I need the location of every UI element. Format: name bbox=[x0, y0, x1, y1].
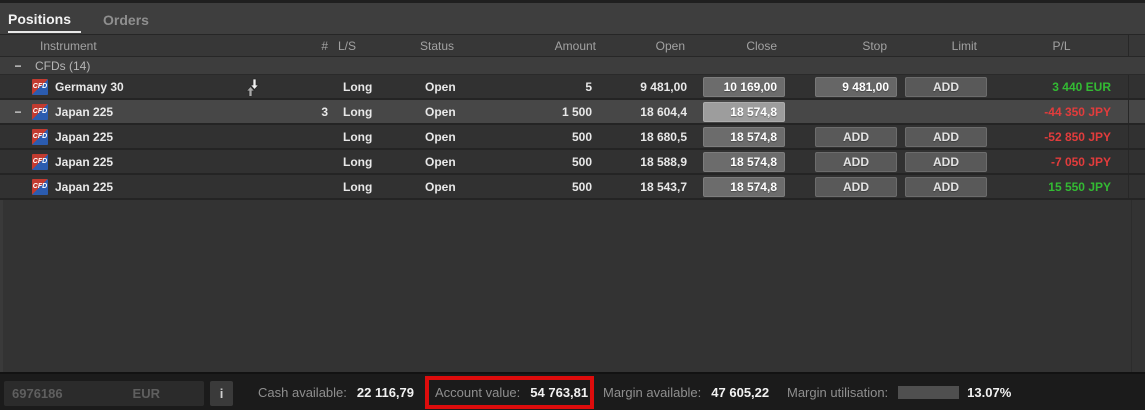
long-short: Long bbox=[343, 154, 373, 169]
table-row[interactable]: − CFD Japan 225 3 Long Open 1 500 18 604… bbox=[0, 100, 1145, 125]
row-gutter bbox=[1128, 75, 1145, 98]
long-short: Long bbox=[343, 79, 373, 94]
instrument-name: Japan 225 bbox=[55, 129, 114, 144]
long-short: Long bbox=[343, 104, 373, 119]
amount: 500 bbox=[571, 154, 592, 169]
open-price: 9 481,00 bbox=[640, 79, 687, 94]
profit-loss: -44 350 JPY bbox=[1044, 104, 1111, 119]
add-limit-button[interactable]: ADD bbox=[905, 151, 987, 172]
group-row-cfds[interactable]: − CFDs (14) bbox=[0, 57, 1145, 75]
cash-available-value: 22 116,79 bbox=[356, 384, 415, 400]
col-header-limit[interactable]: Limit bbox=[951, 38, 977, 53]
status: Open bbox=[425, 154, 456, 169]
margin-utilisation-bar bbox=[898, 385, 960, 399]
account-currency: EUR bbox=[132, 386, 160, 401]
long-short: Long bbox=[343, 179, 373, 194]
header-gutter bbox=[1128, 35, 1145, 56]
collapse-position-icon[interactable]: − bbox=[14, 104, 22, 119]
transfer-arrows-icon[interactable] bbox=[244, 78, 262, 96]
close-position-button[interactable]: 18 574,8 bbox=[703, 176, 785, 197]
col-header-amount[interactable]: Amount bbox=[554, 38, 596, 53]
cfd-product-icon: CFD bbox=[32, 153, 48, 170]
status: Open bbox=[425, 129, 456, 144]
add-limit-button[interactable]: ADD bbox=[905, 126, 987, 147]
table-row[interactable]: CFD Japan 225 Long Open 500 18 588,9 18 … bbox=[0, 150, 1145, 175]
add-limit-button[interactable]: ADD bbox=[905, 176, 987, 197]
cfd-product-icon: CFD bbox=[32, 128, 48, 145]
row-gutter bbox=[1128, 150, 1145, 173]
add-stop-button[interactable]: ADD bbox=[815, 176, 897, 197]
close-position-button[interactable]: 18 574,8 bbox=[703, 151, 785, 172]
long-short: Long bbox=[343, 129, 373, 144]
table-header: Instrument # L/S Status Amount Open Clos… bbox=[0, 34, 1145, 57]
account-id: 6976186 bbox=[12, 386, 63, 401]
instrument-name: Japan 225 bbox=[55, 104, 114, 119]
col-header-stop[interactable]: Stop bbox=[862, 38, 887, 53]
stop-order-button[interactable]: 9 481,00 bbox=[815, 76, 897, 97]
instrument-name: Germany 30 bbox=[55, 79, 124, 94]
col-header-close[interactable]: Close bbox=[746, 38, 777, 53]
margin-available-value: 47 605,22 bbox=[711, 384, 770, 400]
add-stop-button[interactable]: ADD bbox=[815, 151, 897, 172]
margin-available-label: Margin available: bbox=[603, 384, 702, 400]
close-position-button[interactable]: 10 169,00 bbox=[703, 76, 785, 97]
account-value-value: 54 763,81 bbox=[530, 384, 589, 400]
tab-bar: Positions Orders bbox=[0, 0, 1145, 34]
col-header-count[interactable]: # bbox=[321, 38, 328, 53]
cash-available-label: Cash available: bbox=[258, 384, 347, 400]
profit-loss: -7 050 JPY bbox=[1050, 154, 1111, 169]
account-value-label: Account value: bbox=[435, 384, 521, 400]
table-empty-area bbox=[0, 200, 1145, 372]
col-header-ls[interactable]: L/S bbox=[338, 38, 357, 53]
row-gutter bbox=[1128, 125, 1145, 148]
instrument-name: Japan 225 bbox=[55, 154, 114, 169]
table-row[interactable]: CFD Japan 225 Long Open 500 18 680,5 18 … bbox=[0, 125, 1145, 150]
group-label: CFDs (14) bbox=[35, 58, 91, 73]
column-divider bbox=[1131, 200, 1132, 372]
amount: 1 500 bbox=[561, 104, 592, 119]
account-selector[interactable]: 6976186 EUR bbox=[4, 381, 204, 406]
info-button[interactable]: i bbox=[210, 381, 233, 406]
subposition-count: 3 bbox=[321, 104, 328, 119]
amount: 5 bbox=[585, 79, 592, 94]
collapse-group-icon[interactable]: − bbox=[14, 58, 22, 73]
close-position-button[interactable]: 18 574,8 bbox=[703, 126, 785, 147]
instrument-name: Japan 225 bbox=[55, 179, 114, 194]
amount: 500 bbox=[571, 179, 592, 194]
status: Open bbox=[425, 104, 456, 119]
table-row[interactable]: CFD Japan 225 Long Open 500 18 543,7 18 … bbox=[0, 175, 1145, 200]
status: Open bbox=[425, 179, 456, 194]
open-price: 18 680,5 bbox=[640, 129, 687, 144]
add-limit-button[interactable]: ADD bbox=[905, 76, 987, 97]
tab-positions[interactable]: Positions bbox=[8, 5, 82, 33]
tab-orders[interactable]: Orders bbox=[103, 11, 149, 28]
margin-utilisation-label: Margin utilisation: bbox=[787, 384, 889, 400]
profit-loss: 15 550 JPY bbox=[1048, 179, 1111, 194]
profit-loss: -52 850 JPY bbox=[1044, 129, 1111, 144]
cfd-product-icon: CFD bbox=[32, 178, 48, 195]
col-header-open[interactable]: Open bbox=[655, 38, 685, 53]
open-price: 18 604,4 bbox=[640, 104, 687, 119]
margin-utilisation-value: 13.07% bbox=[967, 384, 1012, 400]
col-header-pl[interactable]: P/L bbox=[1052, 38, 1071, 53]
amount: 500 bbox=[571, 129, 592, 144]
col-header-instrument[interactable]: Instrument bbox=[40, 38, 97, 53]
row-gutter bbox=[1128, 175, 1145, 198]
open-price: 18 588,9 bbox=[640, 154, 687, 169]
cfd-product-icon: CFD bbox=[32, 103, 48, 120]
account-status-bar: 6976186 EUR i Cash available: 22 116,79 … bbox=[0, 372, 1145, 410]
cfd-product-icon: CFD bbox=[32, 78, 48, 95]
col-header-status[interactable]: Status bbox=[420, 38, 455, 53]
open-price: 18 543,7 bbox=[640, 179, 687, 194]
status: Open bbox=[425, 79, 456, 94]
table-row[interactable]: CFD Germany 30 Long Open 5 9 481,00 10 1… bbox=[0, 75, 1145, 100]
add-stop-button[interactable]: ADD bbox=[815, 126, 897, 147]
row-gutter bbox=[1128, 100, 1145, 123]
close-position-button[interactable]: 18 574,8 bbox=[703, 101, 785, 122]
profit-loss: 3 440 EUR bbox=[1052, 79, 1111, 94]
